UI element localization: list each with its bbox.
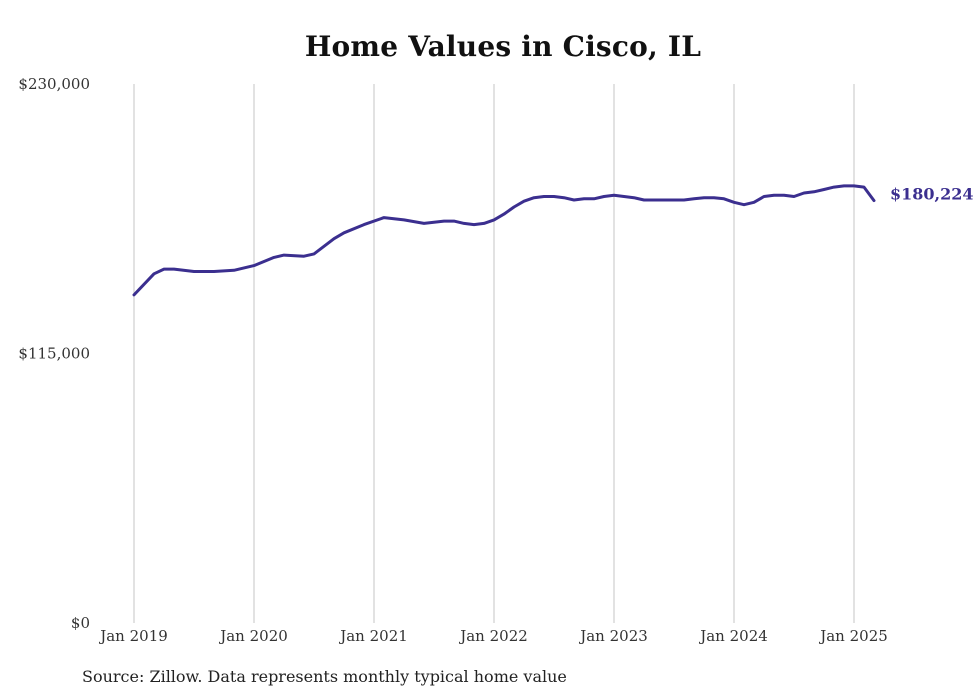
chart-title: Home Values in Cisco, IL: [304, 30, 702, 63]
gridlines: [133, 84, 855, 623]
x-tick-label: Jan 2025: [818, 627, 888, 645]
x-tick-label: Jan 2023: [578, 627, 648, 645]
x-tick-label: Jan 2019: [98, 627, 168, 645]
y-axis-ticks: $0 $115,000 $230,000: [18, 75, 90, 632]
x-tick-label: Jan 2020: [218, 627, 288, 645]
y-tick-label: $115,000: [18, 345, 90, 363]
x-tick-label: Jan 2022: [458, 627, 528, 645]
x-tick-label: Jan 2024: [698, 627, 768, 645]
y-tick-label: $230,000: [18, 75, 90, 93]
x-axis-ticks: Jan 2019 Jan 2020 Jan 2021 Jan 2022 Jan 2023…: [98, 627, 888, 645]
source-note: Source: Zillow. Data represents monthly …: [82, 667, 567, 686]
x-tick-label: Jan 2021: [338, 627, 408, 645]
end-value-label: $180,224: [890, 185, 974, 204]
series-line: [132, 184, 876, 297]
y-tick-label: $0: [71, 614, 90, 632]
series-layer: $180,224: [132, 184, 974, 297]
